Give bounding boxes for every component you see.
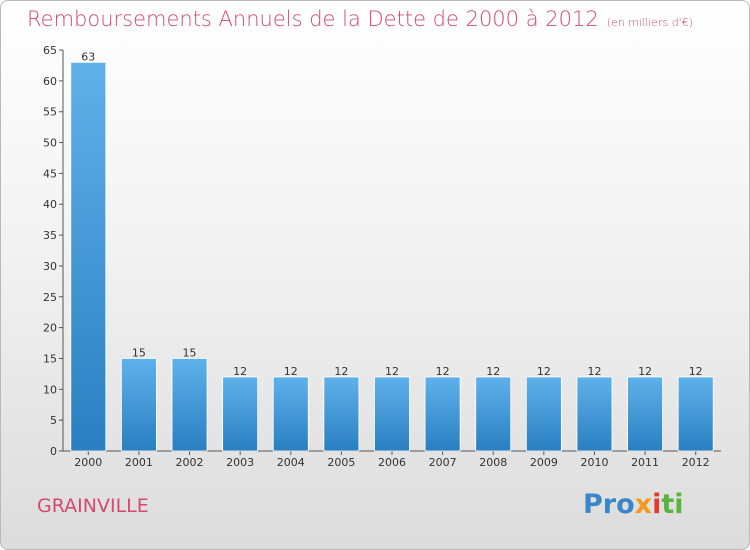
x-tick-label-2004: 2004 — [277, 456, 305, 469]
bar-2007 — [424, 376, 461, 452]
y-tick-label: 0 — [50, 445, 57, 458]
value-label-2009: 12 — [537, 365, 551, 378]
x-tick-label-2003: 2003 — [226, 456, 254, 469]
x-tick-label-2006: 2006 — [378, 456, 406, 469]
x-tick-label-2009: 2009 — [530, 456, 558, 469]
bar-2006 — [374, 376, 410, 452]
y-tick-label: 30 — [43, 260, 57, 273]
commune-name: GRAINVILLE — [37, 495, 149, 517]
y-tick-label: 35 — [43, 229, 57, 242]
y-tick-label: 15 — [43, 352, 57, 365]
value-label-2002: 15 — [183, 346, 197, 359]
value-label-2000: 63 — [81, 50, 95, 63]
bar-2010 — [576, 376, 613, 452]
bar-2003 — [222, 376, 259, 452]
bar-2002 — [171, 358, 208, 452]
value-label-2006: 12 — [385, 365, 399, 378]
bar-2008 — [475, 376, 512, 452]
x-tick-label-2001: 2001 — [125, 456, 153, 469]
bar-2005 — [323, 376, 360, 452]
y-tick-label: 60 — [43, 75, 57, 88]
y-tick-label: 55 — [43, 106, 57, 119]
value-label-2011: 12 — [638, 365, 652, 378]
value-label-2003: 12 — [233, 365, 247, 378]
bar-2000 — [70, 61, 107, 452]
y-tick-label: 50 — [43, 137, 57, 150]
y-tick-label: 10 — [43, 383, 57, 396]
value-label-2010: 12 — [587, 365, 601, 378]
x-tick-label-2012: 2012 — [682, 456, 710, 469]
value-label-2001: 15 — [132, 346, 146, 359]
value-label-2012: 12 — [689, 365, 703, 378]
y-tick-label: 25 — [43, 291, 57, 304]
x-tick-label-2011: 2011 — [631, 456, 659, 469]
x-tick-label-2002: 2002 — [176, 456, 204, 469]
y-tick-label: 20 — [43, 322, 57, 335]
chart-title-text: Remboursements Annuels de la Dette de 20… — [27, 7, 599, 31]
x-tick-label-2007: 2007 — [429, 456, 457, 469]
bar-2004 — [272, 376, 309, 452]
bar-2001 — [121, 358, 157, 452]
bar-2009 — [525, 376, 562, 452]
x-tick-label-2005: 2005 — [327, 456, 355, 469]
value-label-2007: 12 — [436, 365, 450, 378]
x-tick-label-2000: 2000 — [74, 456, 102, 469]
value-label-2005: 12 — [334, 365, 348, 378]
proxiti-logo: Proxiti — [583, 489, 684, 520]
value-label-2004: 12 — [284, 365, 298, 378]
chart-subtitle: (en milliers d'€) — [606, 16, 693, 29]
bar-2012 — [677, 376, 714, 452]
y-tick-label: 40 — [43, 198, 57, 211]
y-tick-label: 45 — [43, 167, 57, 180]
value-label-2008: 12 — [486, 365, 500, 378]
y-tick-label: 65 — [43, 44, 57, 57]
y-tick-label: 5 — [50, 414, 57, 427]
bar-2011 — [627, 376, 663, 452]
chart-title: Remboursements Annuels de la Dette de 20… — [27, 7, 693, 31]
x-tick-label-2008: 2008 — [479, 456, 507, 469]
x-tick-label-2010: 2010 — [580, 456, 608, 469]
